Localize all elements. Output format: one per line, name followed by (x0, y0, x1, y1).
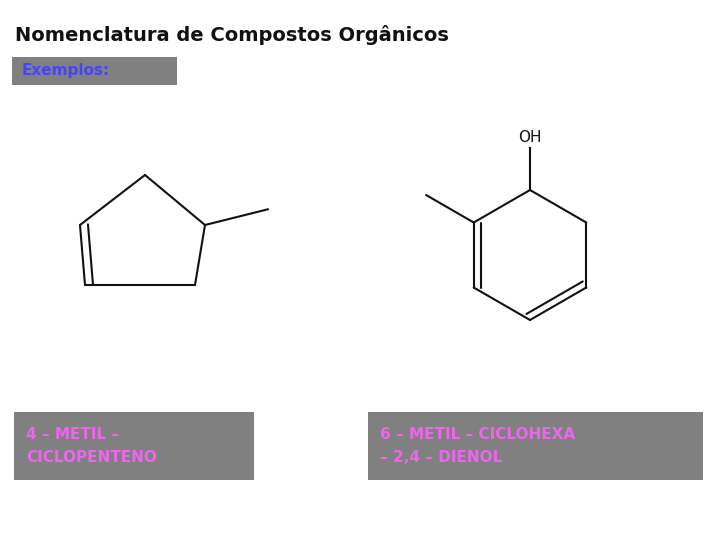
Text: 4 – METIL –
CICLOPENTENO: 4 – METIL – CICLOPENTENO (26, 427, 157, 464)
FancyBboxPatch shape (368, 412, 703, 480)
Text: Exemplos:: Exemplos: (22, 64, 110, 78)
Text: OH: OH (518, 130, 541, 145)
Text: Nomenclatura de Compostos Orgânicos: Nomenclatura de Compostos Orgânicos (15, 25, 449, 45)
FancyBboxPatch shape (12, 57, 177, 85)
Text: 6 – METIL – CICLOHEXA
– 2,4 – DIENOL: 6 – METIL – CICLOHEXA – 2,4 – DIENOL (380, 427, 575, 464)
FancyBboxPatch shape (14, 412, 254, 480)
